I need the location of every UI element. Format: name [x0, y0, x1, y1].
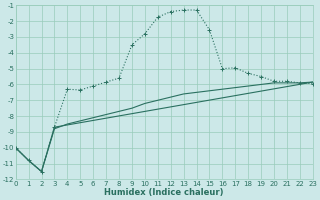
X-axis label: Humidex (Indice chaleur): Humidex (Indice chaleur) — [104, 188, 224, 197]
